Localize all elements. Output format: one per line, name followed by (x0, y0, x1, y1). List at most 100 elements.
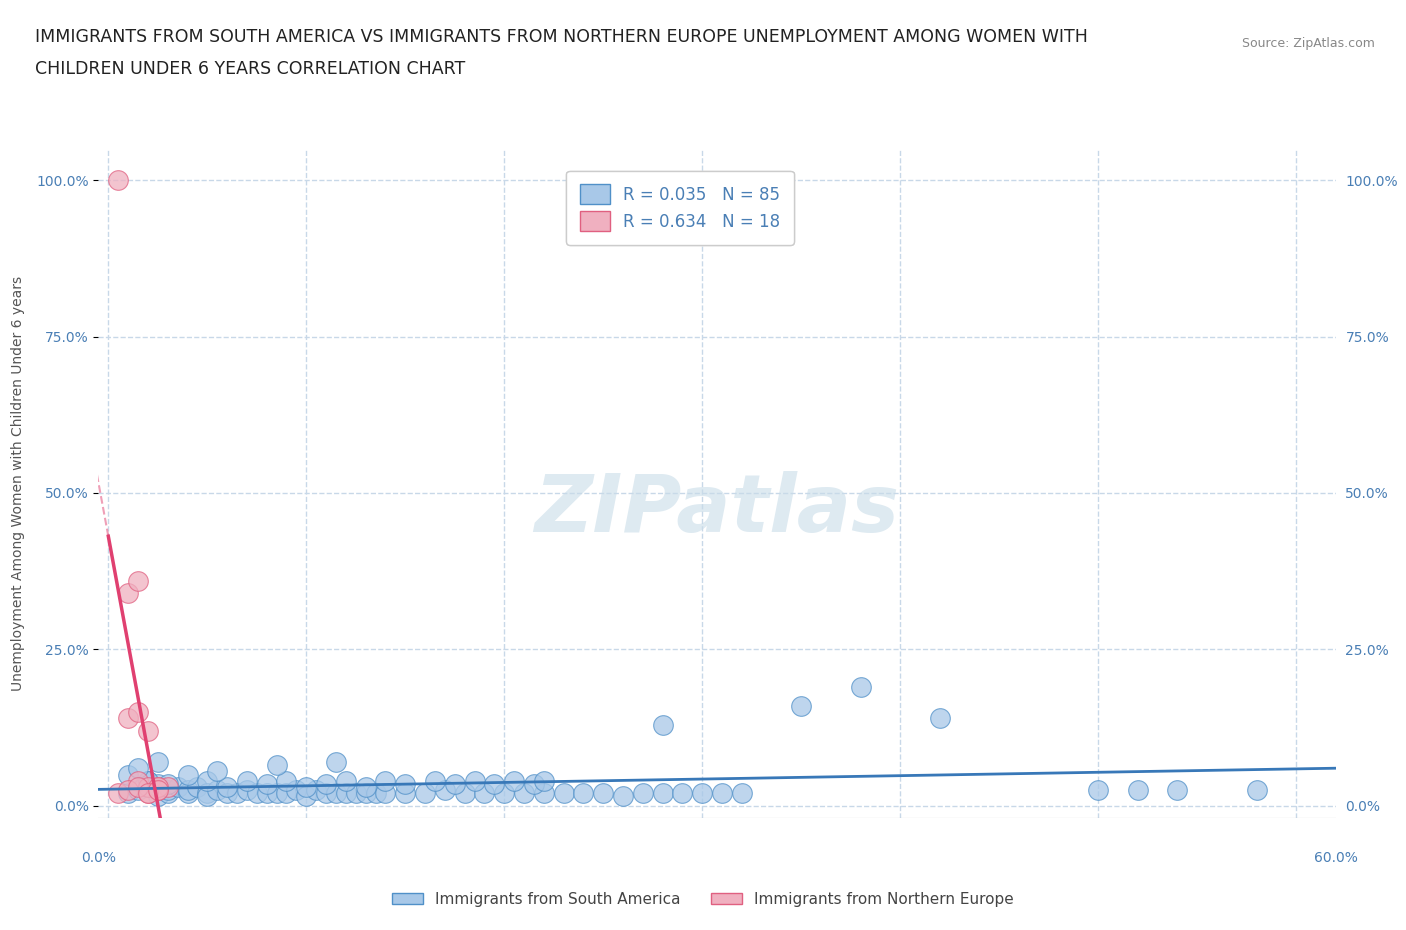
Point (166, 779, 188, 794)
Point (256, 786, 278, 801)
Point (335, 786, 357, 801)
Y-axis label: Unemployment Among Women with Children Under 6 years: Unemployment Among Women with Children U… (11, 276, 25, 691)
Text: 0.0%: 0.0% (82, 851, 115, 865)
Point (513, 786, 536, 801)
Point (651, 717, 673, 732)
Point (236, 783, 259, 798)
Point (344, 786, 367, 801)
Point (533, 774, 555, 789)
Point (146, 779, 169, 794)
Point (136, 786, 159, 801)
Point (176, 786, 198, 801)
Point (136, 786, 159, 801)
Point (156, 783, 179, 798)
Point (928, 711, 950, 725)
Point (186, 779, 208, 794)
Point (156, 779, 179, 794)
Point (136, 724, 159, 738)
Point (631, 786, 654, 801)
Point (354, 779, 377, 794)
Point (671, 786, 693, 801)
Point (266, 786, 288, 801)
Point (256, 777, 278, 791)
Point (523, 777, 546, 791)
Point (127, 774, 149, 789)
Point (731, 786, 754, 801)
Point (176, 767, 198, 782)
Point (651, 786, 673, 801)
Point (1246, 783, 1268, 798)
Point (127, 573, 149, 588)
Point (354, 786, 377, 801)
Point (364, 786, 387, 801)
Point (484, 777, 506, 791)
Point (146, 789, 169, 804)
Point (117, 786, 139, 801)
Point (276, 774, 298, 789)
Point (374, 786, 396, 801)
Point (1126, 783, 1149, 798)
Point (146, 783, 169, 798)
Text: IMMIGRANTS FROM SOUTH AMERICA VS IMMIGRANTS FROM NORTHERN EUROPE UNEMPLOYMENT AM: IMMIGRANTS FROM SOUTH AMERICA VS IMMIGRA… (35, 28, 1088, 46)
Point (195, 786, 218, 801)
Point (325, 754, 347, 769)
Point (226, 786, 249, 801)
Point (205, 783, 228, 798)
Point (136, 774, 159, 789)
Point (533, 786, 555, 801)
Text: Source: ZipAtlas.com: Source: ZipAtlas.com (1241, 37, 1375, 50)
Point (335, 774, 357, 789)
Point (246, 786, 269, 801)
Point (443, 777, 465, 791)
Text: CHILDREN UNDER 6 YEARS CORRELATION CHART: CHILDREN UNDER 6 YEARS CORRELATION CHART (35, 60, 465, 78)
Point (176, 783, 198, 798)
Point (1087, 783, 1109, 798)
Point (146, 777, 169, 791)
Point (295, 779, 318, 794)
Point (236, 774, 259, 789)
Point (146, 754, 169, 769)
Point (315, 777, 337, 791)
Point (305, 783, 328, 798)
Point (136, 774, 159, 789)
Point (127, 761, 149, 776)
Point (592, 786, 614, 801)
Point (394, 777, 416, 791)
Point (374, 774, 396, 789)
Point (146, 779, 169, 794)
Point (849, 680, 872, 695)
Point (474, 786, 496, 801)
Point (276, 786, 298, 801)
Point (711, 786, 734, 801)
Point (394, 786, 416, 801)
Point (572, 786, 595, 801)
Point (136, 779, 159, 794)
Point (117, 586, 139, 601)
Point (325, 786, 347, 801)
Point (553, 786, 575, 801)
Text: 60.0%: 60.0% (1313, 851, 1358, 865)
Legend: Immigrants from South America, Immigrants from Northern Europe: Immigrants from South America, Immigrant… (387, 886, 1019, 913)
Point (494, 786, 516, 801)
Point (117, 783, 139, 798)
Point (136, 779, 159, 794)
Point (205, 764, 228, 779)
Point (127, 779, 149, 794)
Point (156, 786, 179, 801)
Point (107, 173, 129, 188)
Point (315, 786, 337, 801)
Point (195, 774, 218, 789)
Point (790, 698, 813, 713)
Point (266, 758, 288, 773)
Point (285, 783, 308, 798)
Legend: R = 0.035   N = 85, R = 0.634   N = 18: R = 0.035 N = 85, R = 0.634 N = 18 (567, 170, 793, 245)
Point (690, 786, 713, 801)
Point (612, 789, 634, 804)
Point (503, 774, 526, 789)
Point (1166, 783, 1188, 798)
Point (117, 767, 139, 782)
Point (156, 777, 179, 791)
Point (107, 786, 129, 801)
Point (146, 783, 169, 798)
Point (423, 774, 446, 789)
